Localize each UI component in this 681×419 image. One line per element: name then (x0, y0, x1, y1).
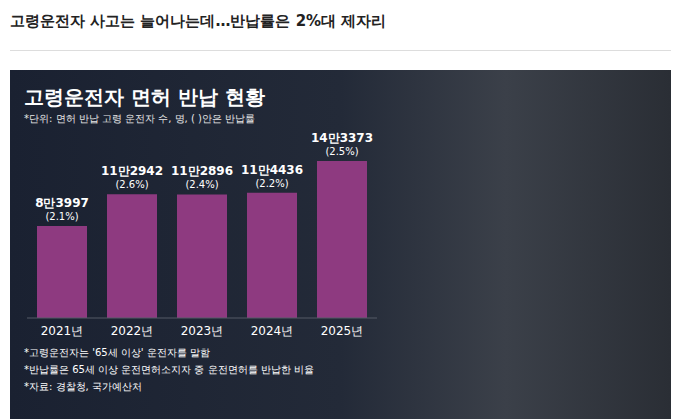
svg-text:8만3997: 8만3997 (35, 196, 89, 210)
svg-text:2023년: 2023년 (181, 324, 224, 338)
svg-text:(2.4%): (2.4%) (185, 179, 218, 190)
html-text:고령운전자 사고는 늘어나는데…반납률은 2%대 제자리: 고령운전자 사고는 늘어나는데…반납률은 2%대 제자리 (10, 12, 387, 30)
html-text:*단위: 면허 반납 고령 운전자 수, 명, ( )안은: *단위: 면허 반납 고령 운전자 수, 명, ( )안은 반납률 (24, 113, 256, 124)
html-text:*고령운전자는 '65세 이상' 운전자를 말함: *고령운전자는 '65세 이상' 운전자를 말함 (24, 347, 210, 358)
svg-text:2025년: 2025년 (321, 324, 364, 338)
html-text:*반납률은 65세 이상 운전면허소지자 중 운전면허를 반: *반납률은 65세 이상 운전면허소지자 중 운전면허를 반납한 비율 (24, 364, 314, 375)
svg-text:11만2896: 11만2896 (171, 164, 233, 178)
svg-text:2022년: 2022년 (111, 324, 154, 338)
html-text:고령운전자 면허 반납 현황: 고령운전자 면허 반납 현황 (24, 85, 265, 109)
html-text:*자료: 경찰청, 국가예산처: *자료: 경찰청, 국가예산처 (24, 381, 142, 392)
svg-text:11만4436: 11만4436 (241, 163, 303, 177)
svg-text:14만3373: 14만3373 (311, 131, 373, 145)
svg-text:2024년: 2024년 (251, 324, 294, 338)
svg-text:11만2942: 11만2942 (101, 164, 163, 178)
svg-text:(2.2%): (2.2%) (255, 178, 288, 189)
svg-text:(2.6%): (2.6%) (115, 179, 148, 190)
svg-text:(2.5%): (2.5%) (325, 146, 358, 157)
svg-text:(2.1%): (2.1%) (45, 211, 78, 222)
svg-text:2021년: 2021년 (41, 324, 84, 338)
